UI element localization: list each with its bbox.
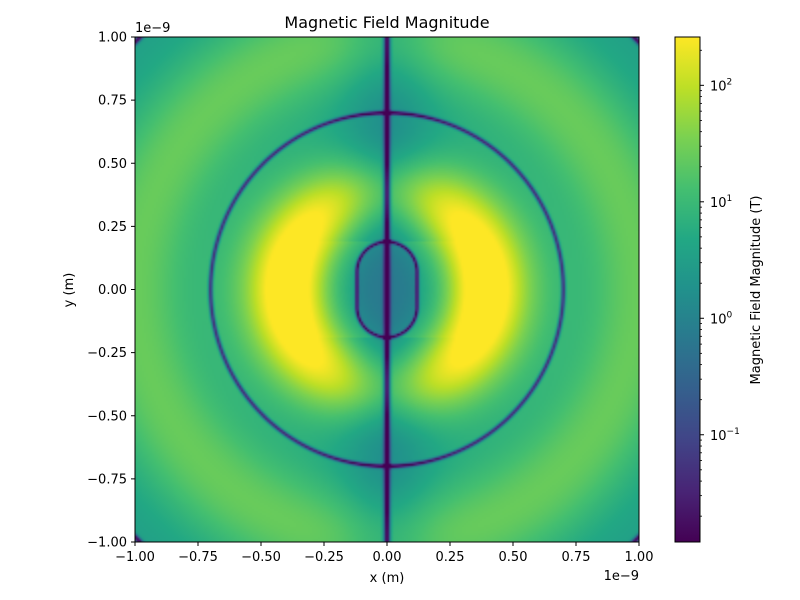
colorbar-ticks: 10−1 100 101 102 bbox=[700, 49, 740, 517]
y-tick-label: 1.00 bbox=[98, 31, 127, 46]
x-tick-label: −0.50 bbox=[241, 550, 281, 565]
y-tick-label: −0.25 bbox=[87, 346, 127, 361]
x-tick-label: 0.50 bbox=[499, 550, 528, 565]
field-heatmap bbox=[135, 37, 639, 542]
x-offset-label: 1e−9 bbox=[604, 569, 639, 584]
x-tick-label: 0.75 bbox=[562, 550, 591, 565]
colorbar-tick-label: 101 bbox=[710, 194, 732, 211]
colorbar-label: Magnetic Field Magnitude (T) bbox=[749, 196, 764, 385]
x-tick-label: 1.00 bbox=[625, 550, 654, 565]
y-axis-ticks: −1.00 −0.75 −0.50 −0.25 0.00 0.25 0.50 0.75 1.00 bbox=[87, 31, 135, 551]
y-tick-label: 0.75 bbox=[98, 94, 127, 109]
chart-title: Magnetic Field Magnitude bbox=[284, 13, 489, 32]
x-tick-label: −1.00 bbox=[115, 550, 155, 565]
y-tick-label: 0.50 bbox=[98, 157, 127, 172]
x-axis-ticks: −1.00 −0.75 −0.50 −0.25 0.00 0.25 0.50 0.75 1.00 bbox=[115, 542, 653, 565]
colorbar-tick-label: 102 bbox=[710, 77, 732, 94]
x-axis-label: x (m) bbox=[370, 571, 405, 586]
y-tick-label: 0.25 bbox=[98, 220, 127, 235]
y-tick-label: −1.00 bbox=[87, 536, 127, 551]
y-tick-label: 0.00 bbox=[98, 283, 127, 298]
x-tick-label: 0.00 bbox=[373, 550, 402, 565]
y-offset-label: 1e−9 bbox=[135, 21, 170, 36]
x-tick-label: −0.25 bbox=[304, 550, 344, 565]
y-tick-label: −0.50 bbox=[87, 409, 127, 424]
y-axis-label: y (m) bbox=[62, 273, 77, 308]
colorbar-tick-label: 100 bbox=[710, 310, 733, 327]
colorbar bbox=[674, 36, 701, 543]
x-tick-label: −0.75 bbox=[178, 550, 218, 565]
x-tick-label: 0.25 bbox=[436, 550, 465, 565]
colorbar-tick-label: 10−1 bbox=[710, 427, 740, 444]
y-tick-label: −0.75 bbox=[87, 472, 127, 487]
